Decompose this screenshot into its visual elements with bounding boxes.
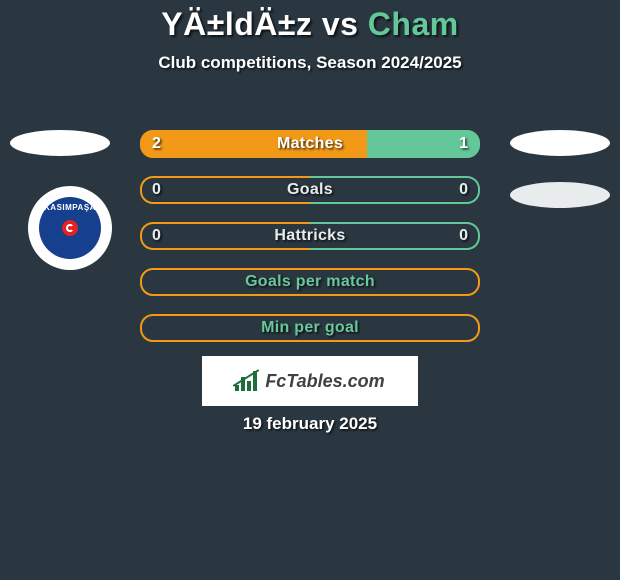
stat-bar-full [140, 268, 480, 296]
stat-bar-right-fill [367, 130, 480, 158]
fctables-logo: FcTables.com [202, 356, 418, 406]
stat-bar-left-fill [140, 130, 367, 158]
comparison-date: 19 february 2025 [0, 414, 620, 434]
club-crest-text: KASIMPAŞA [39, 203, 101, 212]
stat-row: Goals per match [140, 268, 480, 296]
stat-row: Matches21 [140, 130, 480, 158]
stat-bar-left-outline [140, 176, 310, 204]
stat-bar-right-outline [310, 222, 480, 250]
title-player2: Cham [368, 6, 459, 42]
title-vs: vs [322, 6, 359, 42]
logo-text: FcTables.com [265, 371, 384, 392]
subtitle: Club competitions, Season 2024/2025 [0, 53, 620, 73]
stat-row: Goals00 [140, 176, 480, 204]
comparison-infographic: YÄ±ldÄ±z vs Cham Club competitions, Seas… [0, 6, 620, 580]
club-crest: KASIMPAŞA [28, 186, 112, 270]
stat-bar-full [140, 314, 480, 342]
stat-bar-right-outline [310, 176, 480, 204]
stat-bar-left-outline [140, 222, 310, 250]
stats-section: Matches21 Goals00 Hattricks00 Goals per mat… [140, 130, 480, 360]
club-crest-inner: KASIMPAŞA [39, 197, 101, 259]
turkey-flag-icon [62, 220, 78, 236]
title-player1: YÄ±ldÄ±z [161, 6, 312, 42]
left-player-badge [10, 130, 110, 156]
page-title: YÄ±ldÄ±z vs Cham [0, 6, 620, 43]
right-player-badge [510, 130, 610, 156]
right-player-badge [510, 182, 610, 208]
stat-row: Min per goal [140, 314, 480, 342]
stat-row: Hattricks00 [140, 222, 480, 250]
